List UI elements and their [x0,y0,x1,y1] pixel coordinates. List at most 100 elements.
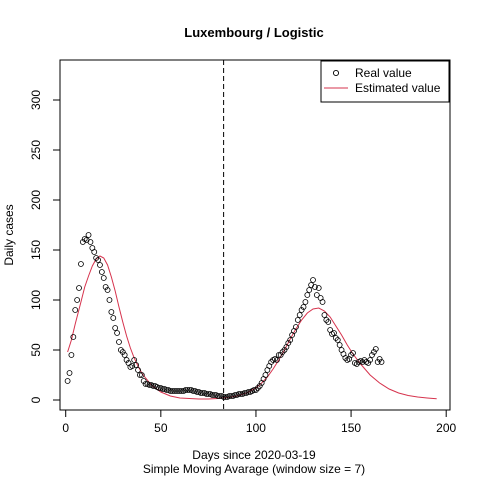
real-value-point [334,337,341,343]
real-value-point [106,297,113,303]
real-value-point [353,361,360,367]
real-value-point [256,383,263,389]
real-value-point [85,232,92,238]
real-value-point [146,382,153,388]
real-value-point [254,385,261,391]
real-value-point [100,275,107,281]
y-tick-label: 150 [29,240,43,260]
y-tick-label: 250 [29,140,43,160]
y-axis-label: Daily cases [2,204,16,265]
real-value-point [241,390,248,396]
real-value-point [68,352,75,358]
real-value-point [108,309,115,315]
real-value-point [112,325,119,331]
real-value-point [176,388,183,394]
real-value-point [114,330,120,336]
real-value-point [197,390,204,396]
real-value-point [87,239,94,245]
real-value-point [156,385,162,391]
real-value-point [332,335,339,341]
y-tick-label: 0 [29,396,43,403]
real-value-point [220,394,227,400]
real-value-point [367,357,374,363]
real-value-point [211,392,218,398]
real-value-point [315,285,322,291]
real-value-point [319,299,326,305]
real-value-point [275,352,282,358]
real-value-point [298,307,305,313]
real-value-point [173,388,179,394]
chart-title: Luxembourg / Logistic [184,25,323,40]
real-value-point [237,391,244,397]
real-value-point [138,372,145,378]
estimated-series [67,255,437,400]
real-value-point [142,381,149,387]
y-tick-label: 300 [29,90,43,110]
real-value-point [216,393,223,399]
real-value-point [70,334,77,340]
real-value-point [135,367,141,373]
real-value-point [169,388,176,394]
real-value-point [321,312,328,318]
real-value-point [302,299,309,305]
real-value-point [110,315,117,321]
real-value-point [281,347,288,353]
real-value-point [209,392,216,398]
real-value-point [119,349,126,355]
real-value-point [74,297,81,303]
plot-frame [59,59,451,411]
real-value-point [163,387,170,393]
real-value-point [296,312,303,318]
legend-marker-real [332,69,340,77]
real-value-point [194,389,200,395]
real-value-point [376,356,383,362]
real-value-point [123,357,130,363]
real-value-point [190,388,197,394]
estimated-value-line [67,255,437,400]
real-value-point [205,391,212,397]
real-value-point [175,388,181,394]
real-value-point [262,372,269,378]
real-value-point [159,386,166,392]
real-value-point [350,350,356,356]
real-value-point [300,304,307,310]
real-value-point [222,394,229,400]
real-value-point [235,391,242,397]
real-value-point [72,307,79,313]
real-value-point [76,285,82,291]
x-axis: 0 50 100 150 200 [62,410,457,435]
real-value-point [91,249,98,255]
real-value-point [312,284,318,290]
real-value-point [102,284,109,290]
legend-label-real: Real value [355,66,412,80]
real-value-point [66,370,73,376]
real-value-point [232,392,238,398]
real-value-point [226,393,233,399]
real-value-point [171,388,178,394]
real-value-point [78,261,84,267]
real-value-point [97,262,103,268]
real-value-point [304,292,311,298]
y-tick-label: 200 [29,190,43,210]
real-value-point [167,388,174,394]
real-value-point [325,319,332,325]
real-value-point [310,277,316,283]
real-value-point [323,317,330,323]
real-value-point [306,287,313,293]
legend: Real value Estimated value [320,60,450,103]
x-axis-note: Simple Moving Avarage (window size = 7) [143,462,365,476]
real-value-point [117,347,124,353]
real-value-point [287,337,294,343]
real-value-point [131,357,138,363]
real-value-point [129,363,136,369]
real-value-point [203,391,210,397]
real-value-point [285,340,292,346]
real-value-point [359,359,366,365]
real-value-point [136,372,143,378]
y-tick-label: 100 [29,290,43,310]
real-value-point [369,352,375,358]
real-value-point [95,257,101,263]
real-series [64,232,385,400]
real-value-point [292,324,299,330]
real-value-point [253,387,259,393]
